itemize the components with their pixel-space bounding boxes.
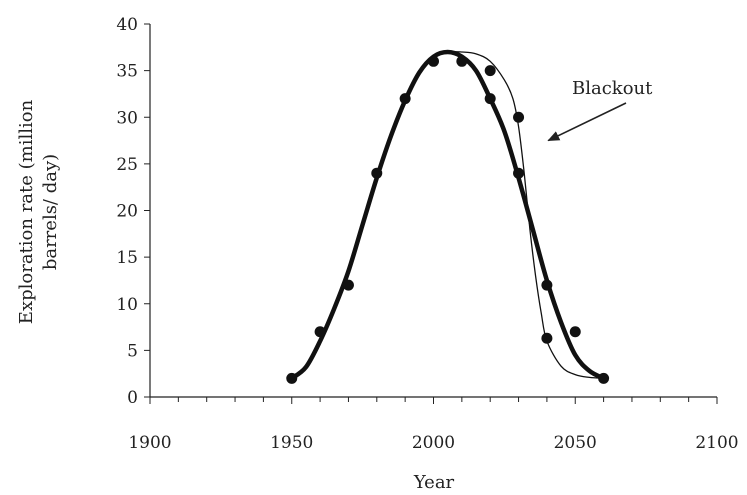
data-point bbox=[286, 372, 298, 384]
data-point bbox=[569, 326, 581, 338]
data-point bbox=[513, 167, 525, 179]
x-ticks: 1900 1950 2000 2050 2100 bbox=[128, 397, 739, 453]
x-tick-label: 2050 bbox=[554, 433, 597, 453]
y-tick-label: 10 bbox=[116, 295, 138, 315]
y-ticks: 0 5 10 15 20 25 30 35 40 bbox=[116, 15, 150, 408]
y-tick-label: 20 bbox=[116, 202, 138, 222]
x-axis-title: Year bbox=[413, 472, 455, 493]
data-point bbox=[428, 55, 439, 67]
data-point bbox=[371, 167, 383, 179]
data-point bbox=[541, 332, 553, 344]
y-tick-label: 0 bbox=[127, 388, 138, 408]
annotation-arrow bbox=[547, 102, 627, 142]
y-tick-label: 5 bbox=[127, 341, 138, 361]
data-point bbox=[484, 93, 496, 105]
annotation: Blackout bbox=[547, 78, 653, 142]
annotation-blackout: Blackout bbox=[572, 78, 653, 99]
y-axis-title: Exploration rate (million barrels/ day) bbox=[16, 99, 61, 324]
data-point bbox=[314, 326, 326, 338]
data-point bbox=[484, 65, 496, 77]
data-points bbox=[286, 55, 610, 384]
data-point bbox=[399, 93, 411, 105]
y-axis-title-line-2: barrels/ day) bbox=[40, 154, 61, 270]
fitted-curves bbox=[289, 49, 606, 381]
data-point bbox=[342, 279, 354, 291]
y-tick-label: 30 bbox=[116, 108, 138, 128]
x-tick-label: 2100 bbox=[695, 433, 738, 453]
y-tick-label: 35 bbox=[116, 62, 138, 82]
fitted-curve-thick bbox=[289, 49, 606, 381]
y-axis-title-line-1: Exploration rate (million bbox=[16, 99, 37, 324]
x-tick-label: 1950 bbox=[270, 433, 313, 453]
data-point bbox=[598, 372, 610, 384]
data-point bbox=[456, 55, 468, 67]
blackout-curve-thin bbox=[291, 50, 605, 379]
x-tick-label: 1900 bbox=[128, 433, 171, 453]
y-tick-label: 40 bbox=[116, 15, 138, 35]
y-tick-label: 25 bbox=[116, 155, 138, 175]
y-tick-label: 15 bbox=[116, 248, 138, 268]
data-point bbox=[541, 279, 553, 291]
x-tick-label: 2000 bbox=[412, 433, 455, 453]
data-point bbox=[513, 111, 525, 123]
